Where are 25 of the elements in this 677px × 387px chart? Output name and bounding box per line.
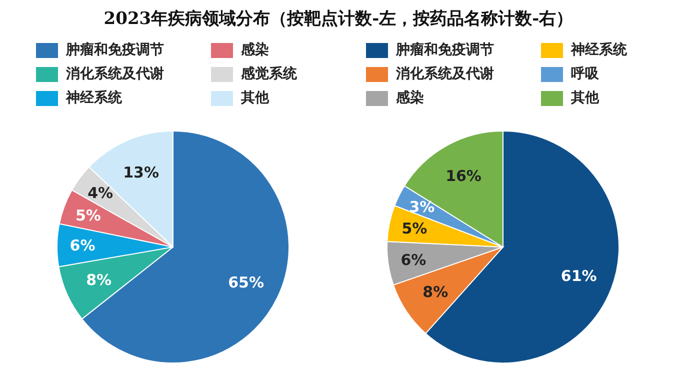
data-label: 65% xyxy=(228,273,264,292)
data-label: 61% xyxy=(560,266,597,285)
legend-label: 其他 xyxy=(241,89,269,107)
data-label: 13% xyxy=(123,163,160,182)
legend-label: 肿瘤和免疫调节 xyxy=(396,41,494,59)
data-label: 5% xyxy=(402,219,428,238)
legend-label: 感觉系统 xyxy=(241,65,297,83)
legend-label: 感染 xyxy=(241,41,269,59)
legend-label: 呼吸 xyxy=(571,65,599,83)
legend-label: 消化系统及代谢 xyxy=(396,65,494,83)
data-label: 3% xyxy=(409,198,435,216)
legend-label: 神经系统 xyxy=(571,41,627,59)
data-label: 6% xyxy=(70,236,96,255)
data-label: 4% xyxy=(88,184,114,202)
legend-label: 肿瘤和免疫调节 xyxy=(66,41,164,59)
data-label: 5% xyxy=(76,206,101,224)
legend-label: 感染 xyxy=(396,89,424,107)
data-label: 8% xyxy=(422,282,448,301)
legend-label: 其他 xyxy=(571,89,599,107)
legend-label: 神经系统 xyxy=(66,89,122,107)
text: 2023年疾病领域分布（按靶点计数-左，按药品名称计数-右） xyxy=(102,8,574,31)
data-label: 16% xyxy=(446,167,482,186)
legend-label: 消化系统及代谢 xyxy=(66,65,164,83)
data-label: 8% xyxy=(86,271,112,290)
data-label: 6% xyxy=(400,250,426,269)
